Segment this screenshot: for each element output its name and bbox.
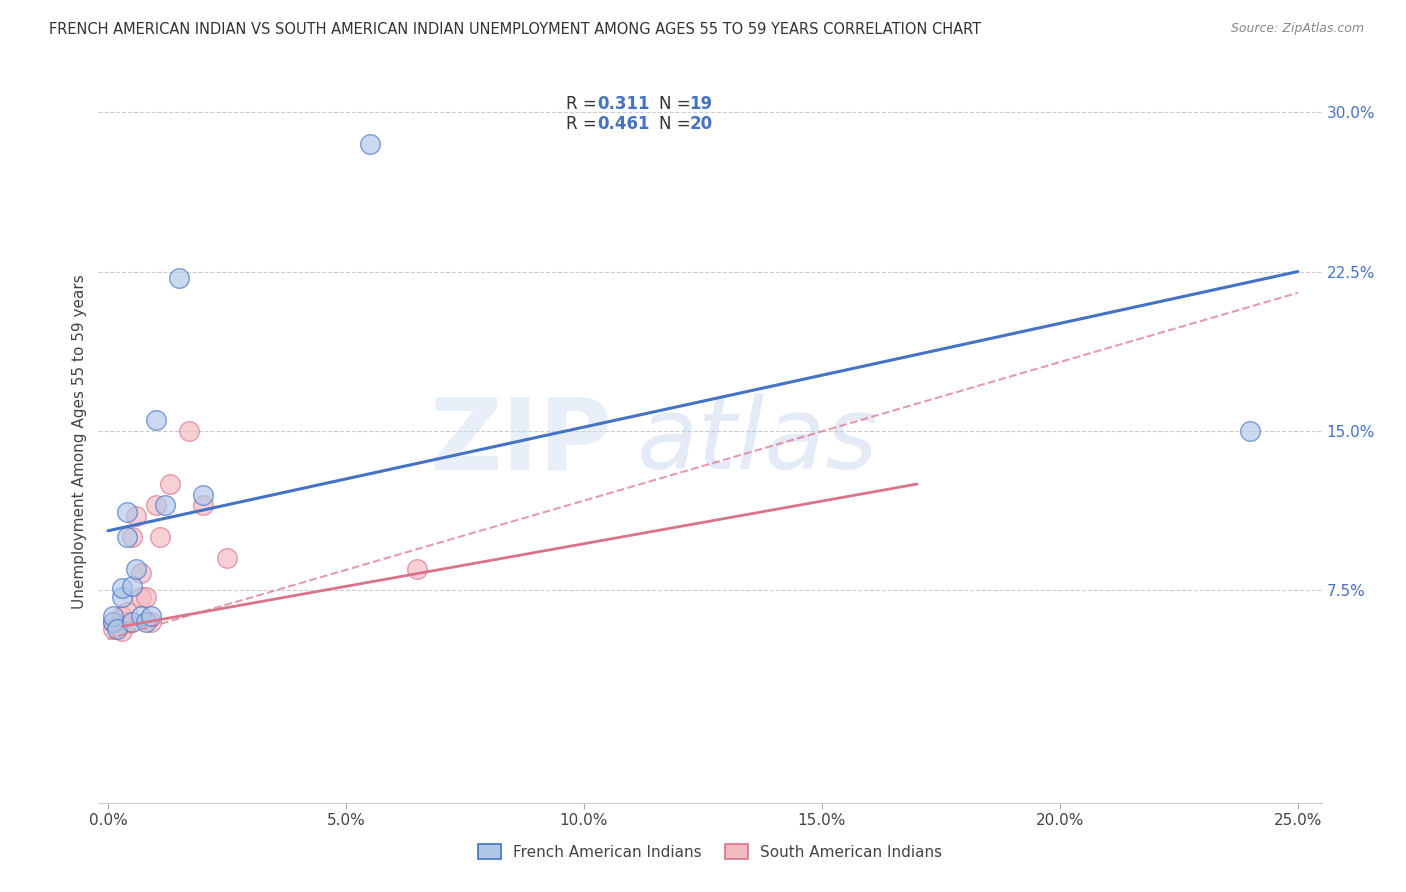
Text: FRENCH AMERICAN INDIAN VS SOUTH AMERICAN INDIAN UNEMPLOYMENT AMONG AGES 55 TO 59: FRENCH AMERICAN INDIAN VS SOUTH AMERICAN… xyxy=(49,22,981,37)
Point xyxy=(359,136,381,151)
Point xyxy=(121,615,143,630)
Point xyxy=(145,498,167,512)
Point xyxy=(139,608,162,623)
Point xyxy=(101,608,124,623)
Text: ZIP: ZIP xyxy=(429,393,612,490)
Y-axis label: Unemployment Among Ages 55 to 59 years: Unemployment Among Ages 55 to 59 years xyxy=(72,274,87,609)
Point xyxy=(406,562,429,576)
Point xyxy=(215,551,238,566)
Point xyxy=(191,498,214,512)
Point xyxy=(129,608,152,623)
Point xyxy=(139,615,162,630)
Point xyxy=(115,505,138,519)
Point xyxy=(125,508,148,523)
Point xyxy=(101,615,124,630)
Text: N =: N = xyxy=(658,95,690,113)
Text: 0.461: 0.461 xyxy=(598,115,650,133)
Text: R =: R = xyxy=(565,95,596,113)
Point xyxy=(177,424,200,438)
Point xyxy=(101,615,124,630)
Point xyxy=(125,562,148,576)
Point xyxy=(115,530,138,544)
Point xyxy=(111,624,134,638)
Text: atlas: atlas xyxy=(637,393,879,490)
Point xyxy=(111,608,134,623)
Point xyxy=(107,619,129,633)
Point xyxy=(115,615,138,630)
Legend: French American Indians, South American Indians: French American Indians, South American … xyxy=(471,836,949,867)
Point xyxy=(121,579,143,593)
Point xyxy=(115,605,138,619)
Point xyxy=(111,590,134,604)
Text: Source: ZipAtlas.com: Source: ZipAtlas.com xyxy=(1230,22,1364,36)
Text: 0.311: 0.311 xyxy=(598,95,650,113)
Point xyxy=(1239,424,1261,438)
Point xyxy=(159,477,181,491)
Point xyxy=(121,530,143,544)
Point xyxy=(153,498,176,512)
Point xyxy=(149,530,172,544)
Point xyxy=(135,615,157,630)
Point xyxy=(191,488,214,502)
Text: N =: N = xyxy=(658,115,690,133)
Point xyxy=(129,590,152,604)
Text: 19: 19 xyxy=(689,95,713,113)
Text: R =: R = xyxy=(565,115,596,133)
Point xyxy=(129,566,152,581)
Point xyxy=(135,590,157,604)
Point xyxy=(169,271,191,285)
Point xyxy=(111,581,134,595)
Point xyxy=(145,413,167,427)
Text: 20: 20 xyxy=(689,115,713,133)
Point xyxy=(101,622,124,636)
Point xyxy=(107,622,129,636)
